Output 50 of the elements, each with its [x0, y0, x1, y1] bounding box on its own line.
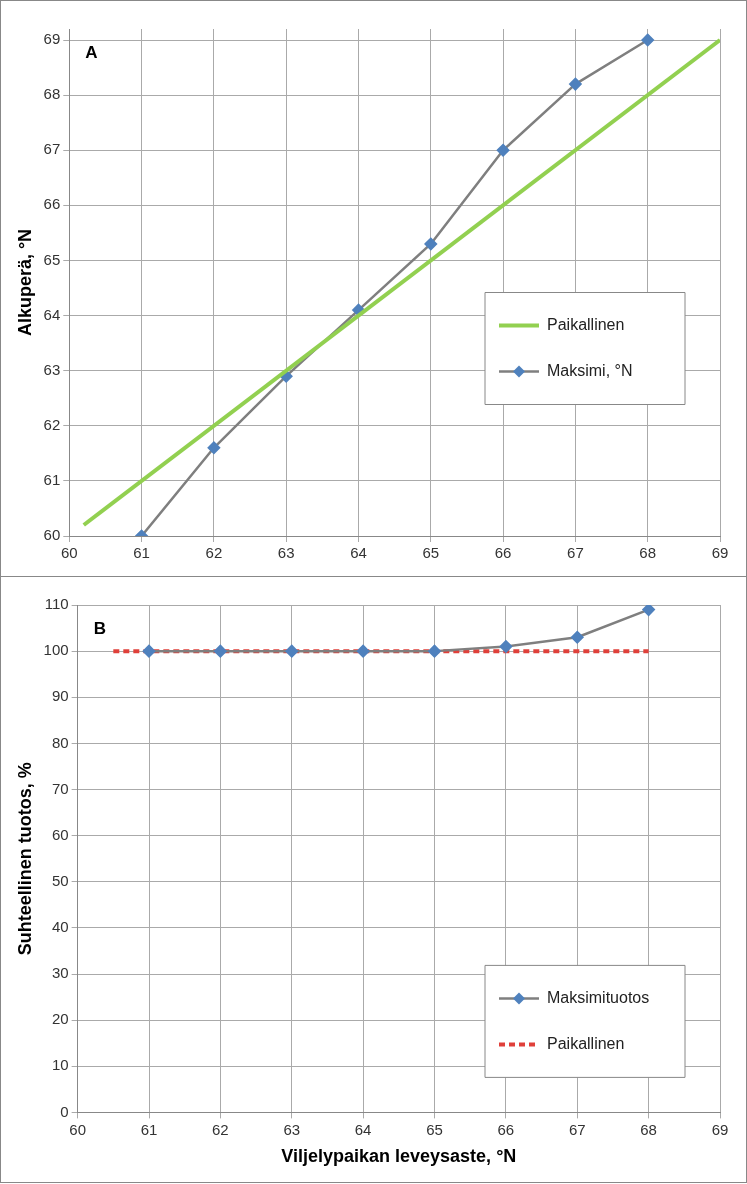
y-tick-label: 110 [44, 595, 69, 613]
y-tick-label: 69 [43, 30, 61, 48]
y-tick-label: 63 [43, 360, 61, 378]
y-tick-label: 60 [51, 825, 69, 843]
x-tick-label: 69 [711, 544, 729, 562]
y-tick-label: 50 [51, 871, 69, 889]
annotation: A [85, 43, 98, 63]
x-tick-label: 65 [426, 1120, 443, 1138]
x-tick-label: 68 [640, 1120, 657, 1138]
y-tick-label: 80 [51, 733, 69, 751]
y-tick-label: 0 [60, 1102, 69, 1120]
x-tick-label: 64 [354, 1120, 372, 1138]
y-axis-title: Alkuperä, °N [14, 228, 35, 337]
y-tick-label: 62 [43, 415, 61, 433]
y-tick-label: 40 [51, 918, 69, 936]
x-tick-label: 69 [711, 1120, 729, 1138]
x-tick-label: 67 [567, 544, 584, 562]
x-tick-label: 61 [133, 544, 150, 562]
legend-label: Maksimi, °N [547, 361, 633, 379]
y-tick-label: 64 [43, 305, 61, 323]
x-tick-label: 67 [568, 1120, 586, 1138]
x-tick-label: 62 [212, 1120, 229, 1138]
y-axis-title: Suhteellinen tuotos, % [14, 762, 35, 956]
legend-label: Paikallinen [547, 1034, 625, 1052]
x-axis-title: Viljelypaikan leveysaste, °N [281, 1146, 517, 1167]
x-tick-label: 63 [277, 544, 295, 562]
x-tick-label: 62 [205, 544, 223, 562]
y-tick-label: 67 [43, 140, 61, 158]
y-tick-label: 30 [51, 964, 69, 982]
x-tick-label: 61 [140, 1120, 158, 1138]
legend-label: Paikallinen [547, 315, 625, 333]
y-tick-label: 20 [51, 1010, 69, 1028]
annotation: B [93, 619, 106, 639]
y-tick-label: 65 [43, 250, 61, 268]
y-tick-label: 60 [43, 526, 61, 544]
x-tick-label: 68 [639, 544, 657, 562]
legend-label: Maksimituotos [547, 988, 650, 1006]
x-tick-label: 64 [350, 544, 367, 562]
y-tick-label: 100 [43, 641, 69, 659]
x-tick-label: 66 [497, 1120, 515, 1138]
y-tick-label: 10 [51, 1056, 69, 1074]
y-tick-label: 61 [43, 471, 61, 489]
x-tick-label: 60 [69, 1120, 86, 1138]
x-tick-label: 63 [283, 1120, 301, 1138]
x-tick-label: 66 [494, 544, 512, 562]
y-tick-label: 66 [43, 195, 61, 213]
x-tick-label: 65 [422, 544, 440, 562]
y-tick-label: 90 [51, 687, 69, 705]
y-tick-label: 70 [51, 779, 69, 797]
y-tick-label: 68 [43, 85, 61, 103]
